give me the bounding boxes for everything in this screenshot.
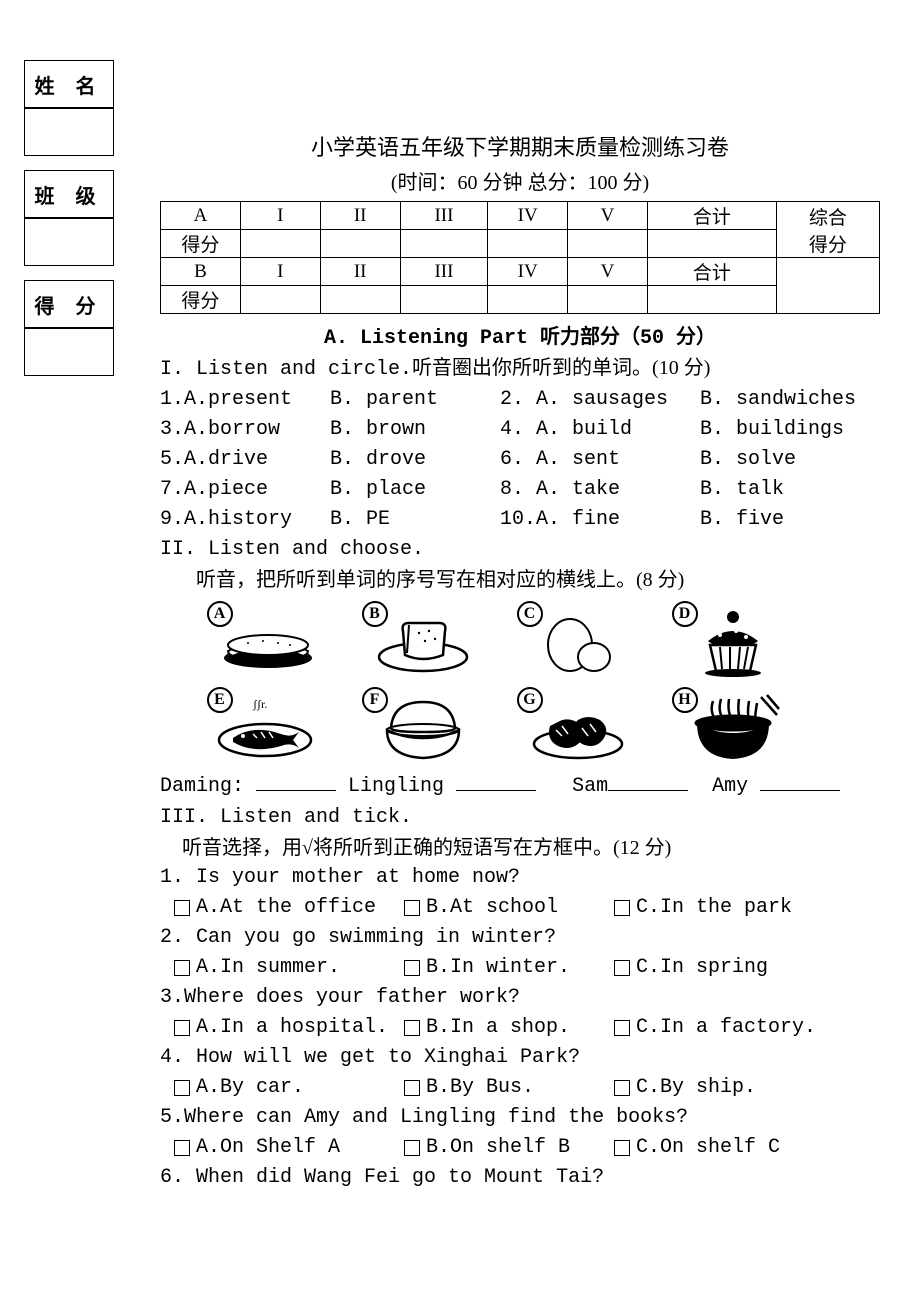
names-line: Daming: Lingling Sam Amy: [160, 771, 880, 803]
section-a-title: A. Listening Part 听力部分（50 分）: [160, 320, 880, 350]
checkbox[interactable]: [174, 1080, 190, 1096]
checkbox[interactable]: [174, 900, 190, 916]
checkbox[interactable]: [404, 900, 420, 916]
part3-instruction: III. Listen and tick.: [160, 803, 880, 833]
q3-6: 6. When did Wang Fei go to Mount Tai?: [160, 1163, 880, 1193]
q3-5: 5.Where can Amy and Lingling find the bo…: [160, 1103, 880, 1133]
part1-instruction: I. Listen and circle.听音圈出你所听到的单词。(10 分): [160, 353, 880, 385]
q3-4: 4. How will we get to Xinghai Park?: [160, 1043, 880, 1073]
side-label-column: 姓 名 班 级 得 分: [24, 60, 114, 390]
q3-2: 2. Can you go swimming in winter?: [160, 923, 880, 953]
pic-label: G: [517, 687, 543, 713]
svg-text:ʃʃr.: ʃʃr.: [252, 697, 267, 711]
side-name-label: 姓 名: [24, 60, 114, 108]
checkbox[interactable]: [174, 960, 190, 976]
q-row: 7.A.pieceB. place8. A. takeB. talk: [160, 475, 880, 505]
pic-label: E: [207, 687, 233, 713]
checkbox[interactable]: [404, 960, 420, 976]
page-subtitle: (时间：60 分钟 总分：100 分): [160, 166, 880, 195]
q3-3: 3.Where does your father work?: [160, 983, 880, 1013]
table-row: 得分: [161, 230, 880, 258]
checkbox[interactable]: [614, 1080, 630, 1096]
side-name-field[interactable]: [24, 108, 114, 156]
checkbox[interactable]: [614, 1140, 630, 1156]
food-pics-row1: A B C D: [190, 605, 810, 681]
pic-label: D: [672, 601, 698, 627]
blank-field[interactable]: [456, 773, 536, 791]
pic-label: B: [362, 601, 388, 627]
part2-instruction-zh: 听音，把所听到单词的序号写在相对应的横线上。(8 分): [160, 565, 880, 595]
blank-field[interactable]: [608, 773, 688, 791]
q-row: 9.A.historyB. PE10.A. fineB. five: [160, 505, 880, 535]
blank-field[interactable]: [256, 773, 336, 791]
checkbox[interactable]: [404, 1140, 420, 1156]
table-row: B I II III IV V 合计: [161, 258, 880, 286]
side-score-label: 得 分: [24, 280, 114, 328]
page-title: 小学英语五年级下学期期末质量检测练习卷: [160, 130, 880, 162]
checkbox[interactable]: [404, 1020, 420, 1036]
checkbox[interactable]: [404, 1080, 420, 1096]
pic-label: A: [207, 601, 233, 627]
pic-label: F: [362, 687, 388, 713]
food-pics-row2: E ʃʃr. F G H: [190, 691, 810, 767]
checkbox[interactable]: [614, 900, 630, 916]
main-content: 小学英语五年级下学期期末质量检测练习卷 (时间：60 分钟 总分：100 分) …: [160, 130, 880, 1193]
table-row: 得分: [161, 286, 880, 314]
part2-instruction: II. Listen and choose.: [160, 535, 880, 565]
q-row: 1.A.presentB. parent2. A. sausagesB. san…: [160, 385, 880, 415]
checkbox[interactable]: [614, 1020, 630, 1036]
pic-label: C: [517, 601, 543, 627]
q-row: 3.A.borrowB. brown4. A. buildB. building…: [160, 415, 880, 445]
part3-instruction-zh: 听音选择，用√将所听到正确的短语写在方框中。(12 分): [160, 833, 880, 863]
side-class-field[interactable]: [24, 218, 114, 266]
side-class-label: 班 级: [24, 170, 114, 218]
q-row: 5.A.driveB. drove6. A. sentB. solve: [160, 445, 880, 475]
q3-1: 1. Is your mother at home now?: [160, 863, 880, 893]
table-row: A I II III IV V 合计 综合 得分: [161, 202, 880, 230]
pic-label: H: [672, 687, 698, 713]
side-score-field[interactable]: [24, 328, 114, 376]
blank-field[interactable]: [760, 773, 840, 791]
score-table: A I II III IV V 合计 综合 得分 得分 B I II III I…: [160, 201, 880, 314]
checkbox[interactable]: [174, 1140, 190, 1156]
checkbox[interactable]: [174, 1020, 190, 1036]
checkbox[interactable]: [614, 960, 630, 976]
